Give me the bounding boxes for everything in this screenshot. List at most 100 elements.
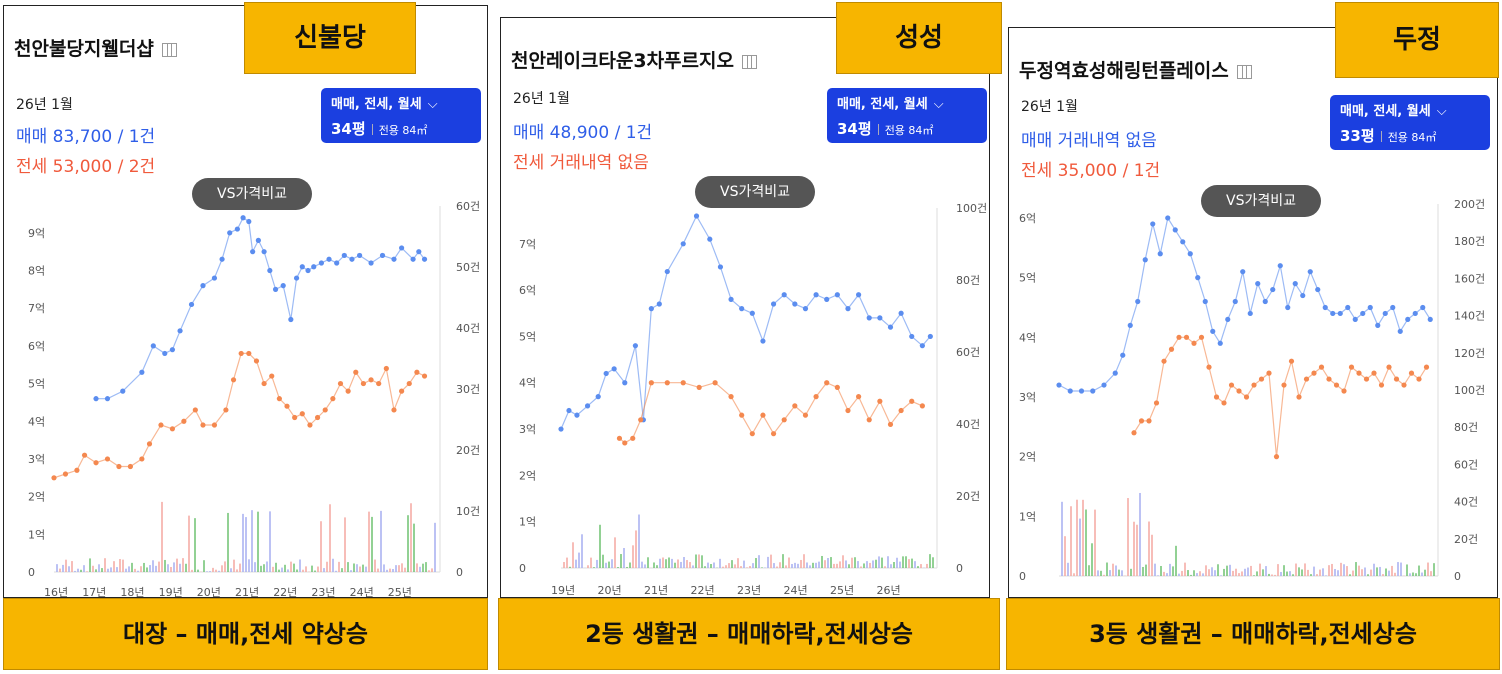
- map-icon[interactable]: [741, 54, 757, 69]
- data-point-jeonse: [1161, 358, 1167, 364]
- volume-bar: [608, 561, 610, 568]
- volume-bar: [1154, 563, 1156, 576]
- volume-bar: [152, 560, 154, 572]
- apartment-title[interactable]: 두정역효성해링턴플레이스: [1019, 56, 1252, 83]
- filter-button[interactable]: 매매, 전세, 월세 ⌵ 34평 전용 84㎡: [827, 88, 987, 143]
- data-point-sale: [707, 236, 713, 242]
- data-point-sale: [717, 264, 724, 270]
- data-point-jeonse: [276, 396, 282, 402]
- data-point-jeonse: [1333, 382, 1340, 388]
- volume-bar: [1295, 563, 1297, 576]
- vs-compare-button[interactable]: VS가격비교: [1201, 185, 1321, 217]
- x-tick: 19년: [551, 584, 575, 597]
- series-line-sale: [1058, 216, 1431, 392]
- vs-compare-button[interactable]: VS가격비교: [695, 176, 815, 208]
- x-tick: 25년: [388, 586, 412, 599]
- y-right-tick: 20건: [956, 490, 980, 503]
- data-point-jeonse: [739, 412, 745, 418]
- volume-bar: [599, 524, 601, 568]
- data-point-sale: [1277, 263, 1283, 269]
- data-point-jeonse: [406, 380, 412, 387]
- caption-3: 3등 생활권 – 매매하락,전세상승: [1006, 598, 1500, 670]
- volume-bar: [128, 566, 130, 572]
- data-point-sale: [680, 241, 686, 247]
- x-tick: 24년: [784, 584, 808, 597]
- panel-1: 천안불당지웰더샵 26년 1월 매매 83,700 / 1건 전세 53,000…: [3, 5, 488, 599]
- volume-bar: [836, 563, 838, 568]
- volume-bar: [305, 566, 307, 572]
- data-point-jeonse: [1228, 382, 1235, 388]
- data-point-jeonse: [728, 394, 734, 400]
- volume-bar: [647, 557, 649, 568]
- data-point-jeonse: [383, 365, 389, 372]
- volume-bar: [722, 566, 724, 568]
- data-point-jeonse: [1303, 376, 1310, 382]
- volume-bar: [383, 564, 385, 572]
- filter-button[interactable]: 매매, 전세, 월세 ⌵ 33평 전용 84㎡: [1330, 95, 1490, 150]
- volume-bar: [176, 558, 178, 572]
- data-point-jeonse: [813, 394, 819, 400]
- volume-bar: [161, 501, 163, 572]
- volume-bar: [1121, 570, 1123, 576]
- x-tick: 23년: [737, 584, 761, 597]
- y-left-tick: 5억: [519, 330, 536, 343]
- volume-bar: [563, 562, 565, 568]
- data-point-sale: [1375, 322, 1381, 328]
- volume-bar: [680, 561, 682, 568]
- volume-bar: [263, 564, 265, 572]
- volume-bar: [314, 570, 316, 572]
- y-right-tick: 0: [456, 566, 463, 579]
- volume-bar: [701, 555, 703, 568]
- series-line-jeonse: [1133, 336, 1428, 457]
- volume-bar: [1199, 571, 1201, 576]
- y-left-tick: 7억: [28, 302, 45, 315]
- volume-bar: [824, 560, 826, 568]
- volume-bar: [593, 567, 595, 568]
- volume-bar: [1256, 571, 1258, 576]
- jeonse-price: 전세 거래내역 없음: [513, 153, 649, 173]
- volume-bar: [221, 565, 223, 572]
- volume-bar: [401, 563, 403, 572]
- map-icon[interactable]: [1236, 64, 1252, 79]
- data-point-sale: [1232, 298, 1238, 305]
- volume-bar: [1136, 524, 1138, 576]
- y-right-tick: 10건: [456, 505, 480, 518]
- data-point-jeonse: [664, 380, 670, 386]
- y-left-tick: 4억: [519, 377, 536, 390]
- vs-compare-button[interactable]: VS가격비교: [192, 178, 312, 210]
- volume-bar: [1196, 573, 1198, 576]
- data-point-sale: [664, 268, 670, 275]
- apartment-title[interactable]: 천안레이크타운3차푸르지오: [511, 46, 757, 73]
- apartment-title[interactable]: 천안불당지웰더샵: [14, 34, 177, 61]
- volume-bar: [611, 559, 613, 568]
- volume-bar: [1310, 574, 1312, 576]
- map-icon[interactable]: [161, 42, 177, 57]
- volume-bar: [1181, 570, 1183, 576]
- volume-bar: [905, 556, 907, 568]
- volume-bar: [356, 564, 358, 572]
- volume-bar: [389, 568, 391, 572]
- volume-bar: [1163, 571, 1165, 576]
- data-point-jeonse: [299, 411, 305, 417]
- apartment-title-text: 천안레이크타운3차푸르지오: [511, 50, 734, 72]
- data-point-sale: [1225, 316, 1231, 323]
- volume-bar: [605, 562, 607, 568]
- data-point-sale: [293, 275, 300, 281]
- volume-bar: [83, 565, 85, 572]
- data-point-jeonse: [1191, 340, 1197, 346]
- data-point-sale: [1112, 370, 1118, 376]
- volume-bar: [1241, 571, 1243, 576]
- volume-bar: [896, 557, 898, 568]
- volume-bar: [575, 559, 577, 568]
- volume-bar: [359, 566, 361, 572]
- volume-bar: [1379, 566, 1381, 576]
- volume-bar: [1187, 570, 1189, 576]
- volume-bar: [740, 566, 742, 568]
- data-point-sale: [305, 267, 311, 274]
- filter-button[interactable]: 매매, 전세, 월세 ⌵ 34평 전용 84㎡: [321, 88, 481, 143]
- volume-bar: [419, 566, 421, 572]
- volume-bar: [1424, 569, 1426, 576]
- data-point-sale: [311, 264, 317, 270]
- volume-bar: [1373, 563, 1375, 576]
- volume-bar: [1118, 569, 1120, 576]
